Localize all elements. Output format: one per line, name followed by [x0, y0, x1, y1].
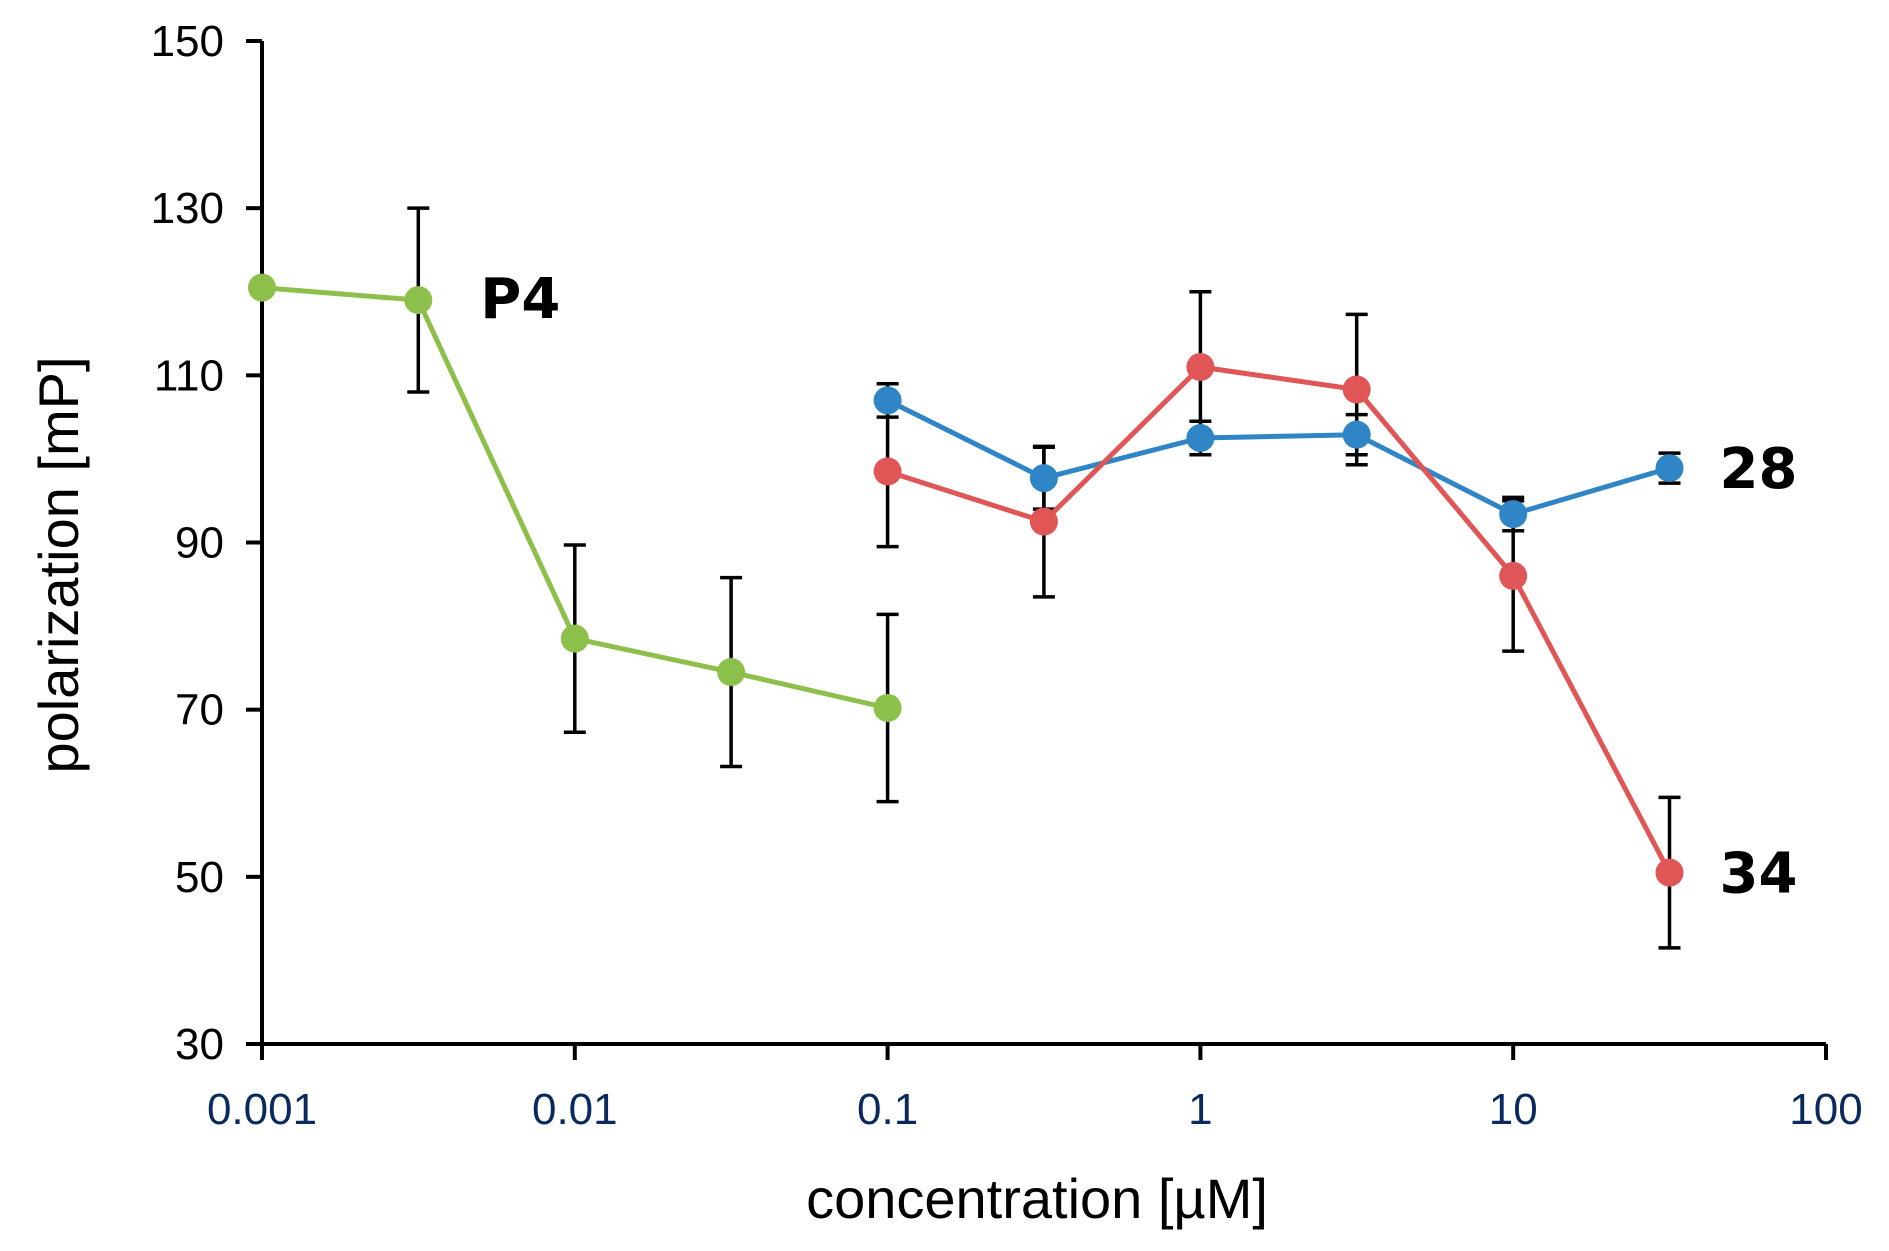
- series-label-34: 34: [1720, 842, 1798, 907]
- series-line-34: [886, 364, 1672, 874]
- data-point-34: [1655, 858, 1684, 887]
- chart-series-lines: [261, 285, 1672, 874]
- chart-series-labels: P4 28 34: [480, 267, 1797, 907]
- data-point-28: [1499, 500, 1528, 529]
- y-tick-label: 130: [151, 184, 224, 233]
- x-tick-label: 0.01: [532, 1085, 618, 1134]
- data-point-34: [1499, 561, 1528, 590]
- data-point-p4: [248, 273, 276, 302]
- data-point-34: [1029, 507, 1058, 536]
- data-point-34: [1342, 375, 1371, 404]
- y-tick-label: 30: [175, 1020, 224, 1069]
- data-point-28: [1342, 420, 1371, 449]
- data-point-p4: [717, 658, 746, 687]
- y-tick-label: 70: [175, 686, 224, 735]
- data-point-p4: [404, 286, 433, 315]
- series-label-28: 28: [1720, 437, 1798, 502]
- y-axis-title: polarization [mP]: [27, 356, 90, 773]
- data-point-28: [873, 386, 902, 415]
- data-point-34: [873, 457, 902, 486]
- data-point-28: [1029, 464, 1058, 493]
- chart-data-points: [248, 273, 1684, 887]
- y-tick-label: 110: [154, 351, 224, 400]
- data-point-28: [1655, 454, 1684, 483]
- x-tick-label: 1: [1188, 1085, 1212, 1134]
- series-line-28: [886, 398, 1671, 517]
- data-point-28: [1186, 424, 1215, 453]
- y-tick-label: 50: [175, 853, 224, 902]
- series-label-p4: P4: [480, 267, 560, 332]
- x-tick-label: 0.001: [207, 1085, 317, 1134]
- x-axis-title: concentration [µM]: [806, 1167, 1268, 1230]
- y-tick-label: 150: [151, 17, 224, 66]
- x-tick-label: 0.1: [857, 1085, 918, 1134]
- x-tick-label: 10: [1489, 1085, 1538, 1134]
- y-tick-label: 90: [175, 519, 224, 568]
- data-point-p4: [560, 624, 589, 653]
- x-tick-label: 100: [1789, 1085, 1862, 1134]
- data-point-34: [1186, 352, 1215, 381]
- data-point-p4: [873, 693, 902, 722]
- chart-error-bars: [407, 206, 1681, 950]
